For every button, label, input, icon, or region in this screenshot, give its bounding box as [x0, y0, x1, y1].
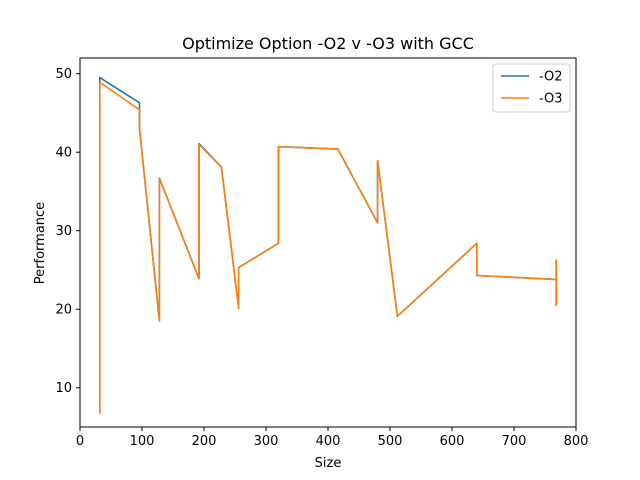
x-tick-label: 700 [502, 434, 527, 449]
y-tick-label: 20 [55, 303, 72, 318]
y-tick-label: 50 [55, 67, 72, 82]
legend-label: -O3 [539, 92, 563, 107]
series-line-o3 [99, 81, 558, 414]
x-axis-ticks: 0 100 200 300 400 500 600 700 800 [76, 427, 589, 449]
y-tick-label: 40 [55, 146, 72, 161]
x-tick-label: 200 [192, 434, 217, 449]
x-tick-label: 0 [76, 434, 84, 449]
x-tick-label: 300 [254, 434, 279, 449]
x-tick-label: 400 [316, 434, 341, 449]
x-tick-label: 600 [440, 434, 465, 449]
y-axis-label: Performance [33, 202, 48, 284]
plot-area-frame [79, 57, 577, 428]
chart-title: Optimize Option -O2 v -O3 with GCC [182, 34, 474, 53]
x-tick-label: 800 [564, 434, 589, 449]
legend-label: -O2 [539, 70, 563, 85]
series-layer [99, 76, 558, 414]
y-tick-label: 10 [55, 381, 72, 396]
series-line-o2 [99, 76, 558, 414]
x-tick-label: 500 [378, 434, 403, 449]
y-axis-ticks: 10 20 30 40 50 [55, 67, 80, 396]
x-axis-label: Size [315, 456, 342, 471]
y-tick-label: 30 [55, 224, 72, 239]
legend: -O2-O3 [492, 63, 571, 113]
x-tick-label: 100 [130, 434, 155, 449]
